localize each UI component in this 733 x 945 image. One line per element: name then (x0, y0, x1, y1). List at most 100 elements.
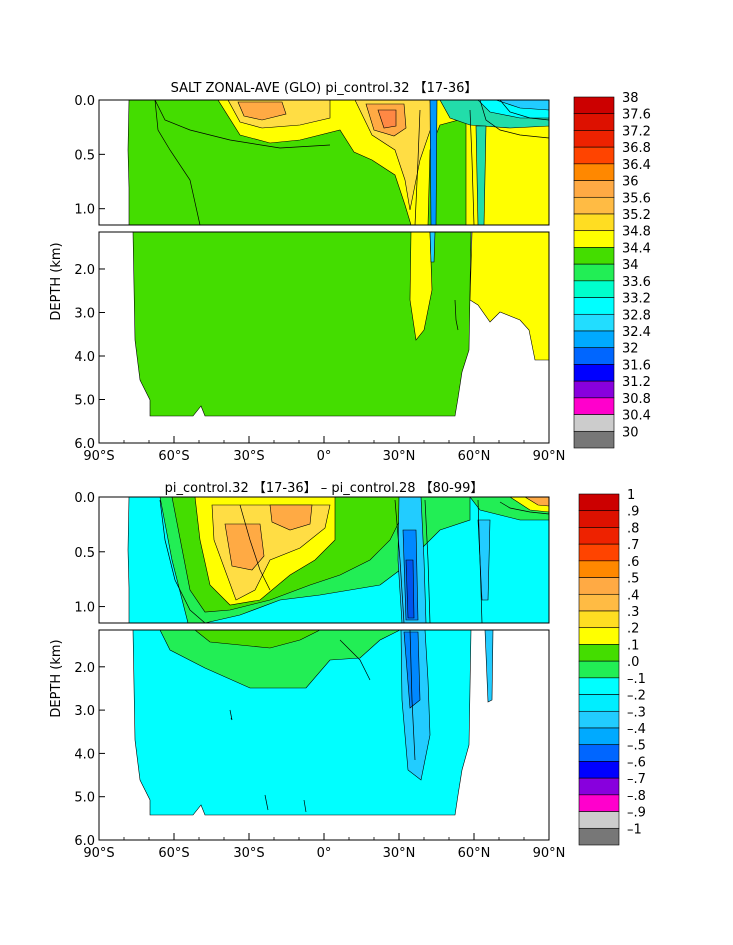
colorbar-swatch (578, 694, 620, 712)
colorbar-label: .6 (627, 555, 639, 570)
colorbar-swatch (578, 493, 620, 512)
field-region (469, 231, 549, 361)
colorbar-swatch (573, 196, 615, 215)
colorbar-label: –.1 (627, 672, 646, 687)
x-tick-label: 60°S (158, 449, 189, 464)
colorbar-label: 31.6 (622, 358, 651, 373)
colorbar-label: 38 (622, 91, 639, 106)
y-tick-label: 3.0 (74, 306, 95, 321)
colorbar-swatch (578, 744, 620, 762)
contour-line (229, 709, 233, 721)
colorbar-label: –.8 (627, 789, 646, 804)
y-tick-label: 3.0 (74, 704, 95, 719)
colorbar-swatch (573, 146, 615, 165)
x-tick-label: 30°N (383, 846, 416, 861)
colorbar-swatch (578, 777, 620, 796)
y-tick-label: 1.0 (74, 601, 95, 616)
y-axis-label: DEPTH (km) (49, 639, 64, 717)
field-region (523, 497, 549, 507)
field-region (429, 100, 438, 226)
contour-line (414, 109, 421, 226)
colorbar-label: 30 (622, 425, 639, 440)
y-tick-label: 0.5 (74, 148, 95, 163)
contour-line (477, 499, 483, 624)
field-region (377, 109, 397, 129)
colorbar-swatch (578, 527, 620, 545)
field-region (495, 100, 549, 111)
colorbar-label: 32 (622, 342, 639, 357)
colorbar-swatch (573, 263, 615, 282)
colorbar-label: –1 (627, 822, 642, 837)
colorbar-swatch (578, 660, 620, 679)
colorbar-swatch (573, 414, 615, 432)
colorbar-label: 34.4 (622, 241, 651, 256)
contour-line (159, 499, 206, 624)
field-region (429, 231, 436, 263)
contour-line (469, 109, 475, 226)
colorbar-swatch (573, 313, 615, 332)
colorbar-label: –.6 (627, 755, 646, 770)
x-tick-label: 90°S (83, 846, 114, 861)
chart-title: pi_control.32 【17-36】 – pi_control.28 【8… (165, 481, 484, 496)
colorbar-label: 34 (622, 258, 639, 273)
y-tick-label: 6.0 (74, 437, 95, 452)
contour-line (154, 100, 331, 149)
x-tick-label: 30°N (383, 449, 416, 464)
y-axis-label: DEPTH (km) (49, 242, 64, 320)
x-tick-label: 0° (317, 846, 332, 861)
colorbar-label: .1 (627, 638, 639, 653)
colorbar-label: 33.2 (622, 292, 651, 307)
colorbar-label: .7 (627, 538, 639, 553)
field-region (237, 101, 287, 121)
y-tick-label: 6.0 (74, 834, 95, 849)
colorbar-label: .2 (627, 622, 639, 637)
colorbar-swatch (578, 794, 620, 812)
colorbar-swatch (578, 610, 620, 629)
frame-upper (98, 496, 550, 624)
colorbar-swatch (573, 130, 615, 148)
contour-line (303, 799, 307, 813)
y-tick-label: 2.0 (74, 263, 95, 278)
colorbar-swatch (578, 627, 620, 645)
field (127, 100, 549, 417)
contour-line (499, 501, 549, 515)
contour-line (454, 299, 459, 331)
colorbar: 1 .9.8 .7 .6 .5.4 .3 .2.1 .0 –.1 –.2–.3 –.4 –.5–.6 –… (578, 488, 646, 846)
colorbar-label: 36.8 (622, 141, 651, 156)
field (127, 497, 549, 816)
y-tick-label: 0.0 (74, 94, 95, 109)
colorbar-swatch (573, 180, 615, 198)
colorbar-label: 35.6 (622, 191, 651, 206)
colorbar-swatch (578, 677, 620, 695)
field-region (269, 504, 313, 531)
colorbar-swatch (573, 397, 615, 415)
colorbar-label: .0 (627, 655, 639, 670)
colorbar-label: 35.2 (622, 208, 651, 223)
field-region (132, 231, 472, 417)
colorbar-swatch (573, 380, 615, 399)
y-tick-label: 0.5 (74, 546, 95, 561)
colorbar-swatch (573, 347, 615, 365)
colorbar-swatch (578, 593, 620, 612)
colorbar-label: –.7 (627, 772, 646, 787)
field-region (159, 629, 401, 689)
x-tick-label: 30°S (233, 449, 264, 464)
y-tick-label: 4.0 (74, 350, 95, 365)
contour-line (394, 499, 405, 624)
x-tick-label: 60°N (458, 449, 491, 464)
colorbar-swatch (578, 710, 620, 729)
x-tick-label: 60°S (158, 846, 189, 861)
field-region (405, 559, 415, 619)
colorbar-swatch (573, 330, 615, 349)
contour-line (479, 100, 549, 139)
field-region (132, 629, 472, 816)
x-tick-label: 90°N (533, 449, 566, 464)
y-tick-label: 0.0 (74, 491, 95, 506)
colorbar-label: 37.2 (622, 124, 651, 139)
colorbar-swatch (573, 230, 615, 248)
colorbar-label: –.3 (627, 705, 646, 720)
x-tick-label: 0° (317, 449, 332, 464)
contour-line (424, 499, 431, 624)
